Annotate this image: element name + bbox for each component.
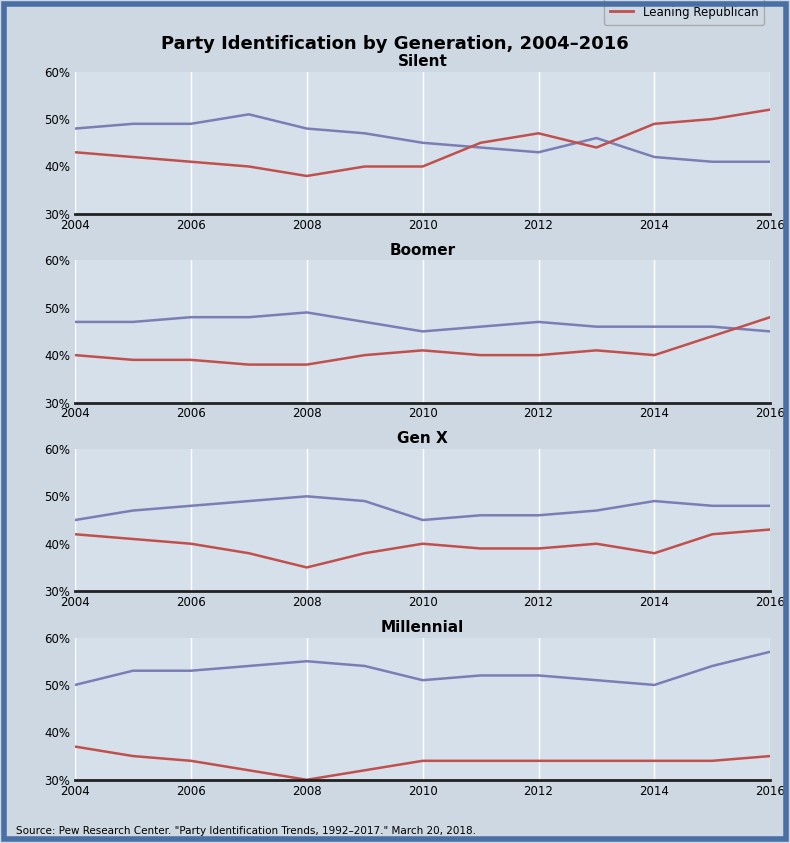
Title: Silent: Silent: [397, 54, 448, 69]
Title: Gen X: Gen X: [397, 432, 448, 446]
Title: Boomer: Boomer: [389, 243, 456, 258]
Legend: Leaning Democrat, Leaning Republican: Leaning Democrat, Leaning Republican: [604, 0, 765, 24]
Title: Millennial: Millennial: [381, 620, 465, 635]
Text: Party Identification by Generation, 2004–2016: Party Identification by Generation, 2004…: [161, 35, 629, 53]
Text: Source: Pew Research Center. "Party Identification Trends, 1992–2017." March 20,: Source: Pew Research Center. "Party Iden…: [16, 826, 476, 836]
